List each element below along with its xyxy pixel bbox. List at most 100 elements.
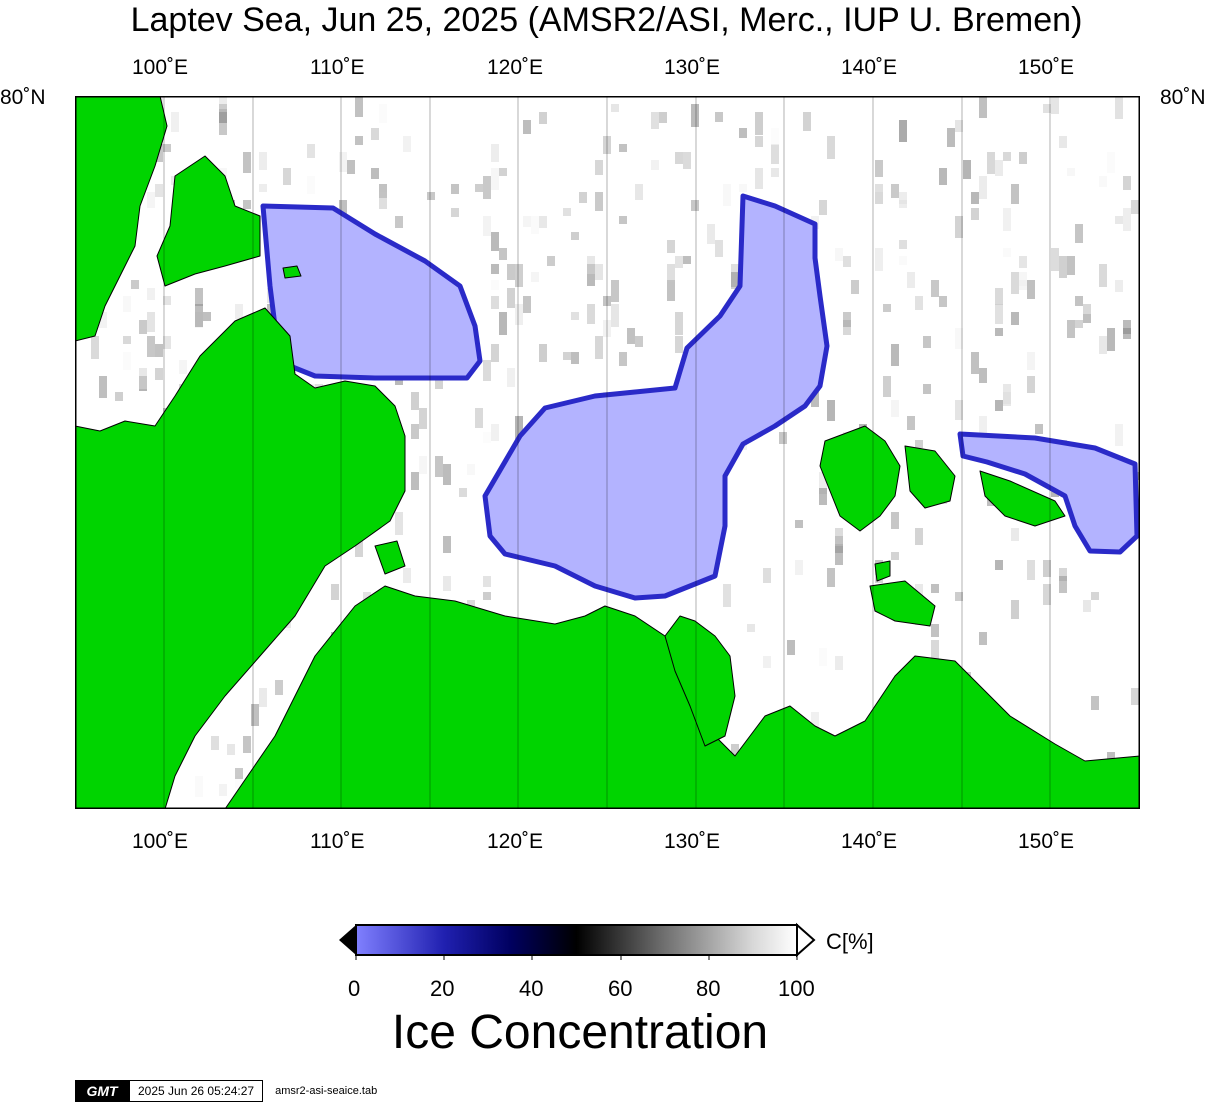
ice-texture-cell bbox=[411, 472, 419, 490]
bottom-lon-tick: 130˚E bbox=[664, 830, 721, 853]
ice-texture-cell bbox=[843, 256, 851, 267]
ice-texture-cell bbox=[443, 576, 451, 591]
ice-texture-cell bbox=[547, 256, 555, 266]
ice-texture-cell bbox=[219, 96, 227, 109]
ice-texture-cell bbox=[835, 656, 843, 670]
ice-texture-cell bbox=[1027, 352, 1035, 370]
open-water-central bbox=[482, 193, 830, 601]
ice-texture-cell bbox=[507, 288, 515, 308]
ice-texture-cell bbox=[307, 144, 315, 158]
ice-texture-cell bbox=[907, 416, 915, 430]
ice-texture-cell bbox=[571, 232, 579, 240]
ice-texture-cell bbox=[899, 240, 907, 249]
ice-texture-cell bbox=[99, 376, 107, 398]
ice-texture-cell bbox=[771, 168, 779, 177]
gmt-timestamp: 2025 Jun 26 05:24:27 bbox=[129, 1080, 264, 1102]
ice-texture-cell bbox=[971, 352, 979, 374]
ice-texture-cell bbox=[227, 744, 235, 755]
ice-texture-cell bbox=[595, 160, 603, 175]
ice-texture-cell bbox=[491, 232, 499, 251]
ice-texture-cell bbox=[899, 192, 907, 204]
ice-texture-cell bbox=[123, 336, 131, 344]
ice-texture-cell bbox=[499, 168, 507, 176]
ice-texture-cell bbox=[211, 736, 219, 750]
ice-texture-cell bbox=[243, 200, 251, 209]
sea-ice-map bbox=[75, 96, 1140, 809]
ice-texture-cell bbox=[147, 192, 155, 208]
ice-texture-cell bbox=[587, 264, 595, 286]
ice-texture-cell bbox=[675, 152, 683, 164]
ice-texture-cell bbox=[427, 192, 435, 200]
ice-texture-cell bbox=[955, 592, 963, 601]
ice-texture-cell bbox=[355, 136, 363, 145]
ice-texture-cell bbox=[1115, 280, 1123, 292]
ice-texture-cell bbox=[1083, 304, 1091, 314]
ice-texture-cell bbox=[539, 344, 547, 362]
ice-texture-cell bbox=[1051, 248, 1059, 271]
ice-texture-cell bbox=[395, 512, 403, 535]
ice-texture-cell bbox=[611, 104, 619, 112]
ice-texture-cell bbox=[1003, 152, 1011, 161]
colorbar-title: Ice Concentration bbox=[391, 1006, 769, 1059]
ice-texture-cell bbox=[131, 280, 139, 289]
ice-texture-cell bbox=[1035, 424, 1043, 434]
ice-texture-cell bbox=[1099, 264, 1107, 287]
ice-texture-cell bbox=[467, 600, 475, 609]
ice-texture-cell bbox=[723, 584, 731, 607]
ice-texture-cell bbox=[483, 216, 491, 236]
ice-texture-cell bbox=[355, 536, 363, 557]
bottom-lon-tick: 100˚E bbox=[132, 830, 189, 853]
ice-texture-cell bbox=[1107, 152, 1115, 173]
ice-texture-cell bbox=[619, 352, 627, 366]
ice-texture-cell bbox=[627, 328, 635, 344]
ice-texture-cell bbox=[1107, 752, 1115, 761]
ice-texture-cell bbox=[467, 464, 475, 475]
ice-texture-cell bbox=[923, 384, 931, 394]
ice-texture-cell bbox=[667, 280, 675, 301]
ice-texture-cell bbox=[667, 240, 675, 253]
ice-texture-cell bbox=[595, 264, 603, 280]
ice-texture-cell bbox=[451, 208, 459, 217]
ice-texture-cell bbox=[491, 424, 499, 441]
ice-texture-cell bbox=[1067, 256, 1075, 275]
ice-texture-cell bbox=[587, 304, 595, 324]
ice-texture-cell bbox=[611, 304, 619, 327]
ice-texture-cell bbox=[1091, 696, 1099, 710]
ice-texture-cell bbox=[955, 328, 963, 349]
ice-texture-cell bbox=[1027, 560, 1035, 580]
ice-texture-cell bbox=[163, 296, 171, 305]
ice-texture-cell bbox=[1115, 96, 1123, 119]
ice-texture-cell bbox=[843, 312, 851, 327]
ice-texture-cell bbox=[875, 248, 883, 271]
ice-texture-cell bbox=[475, 408, 483, 428]
colorbar-low-triangle bbox=[339, 925, 356, 955]
ice-texture-cell bbox=[731, 744, 739, 755]
ice-texture-cell bbox=[483, 432, 491, 443]
ice-texture-cell bbox=[995, 160, 1003, 176]
lat-label-left: 80˚N bbox=[0, 86, 46, 109]
ice-texture-cell bbox=[1115, 424, 1123, 446]
gmt-timestamp-block: GMT 2025 Jun 26 05:24:27 amsr2-asi-seaic… bbox=[75, 1080, 377, 1102]
ice-texture-cell bbox=[955, 120, 963, 132]
ice-texture-cell bbox=[931, 584, 939, 593]
ice-texture-cell bbox=[827, 568, 835, 587]
ice-texture-cell bbox=[995, 304, 1003, 324]
ice-texture-cell bbox=[723, 184, 731, 206]
ice-texture-cell bbox=[243, 736, 251, 753]
ice-texture-cell bbox=[179, 360, 187, 374]
ice-texture-cell bbox=[1027, 376, 1035, 393]
ice-texture-cell bbox=[1067, 320, 1075, 338]
ice-texture-cell bbox=[747, 624, 755, 632]
ice-texture-cell bbox=[651, 160, 659, 170]
top-lon-tick: 100˚E bbox=[132, 56, 189, 79]
ice-texture-cell bbox=[683, 152, 691, 169]
ice-texture-cell bbox=[731, 264, 739, 273]
ice-texture-cell bbox=[539, 216, 547, 228]
ice-texture-cell bbox=[483, 176, 491, 199]
ice-texture-cell bbox=[331, 584, 339, 600]
ice-texture-cell bbox=[155, 344, 163, 357]
ice-texture-cell bbox=[523, 120, 531, 134]
ice-texture-cell bbox=[571, 352, 579, 364]
bottom-lon-tick: 150˚E bbox=[1018, 830, 1075, 853]
ice-texture-cell bbox=[523, 216, 531, 227]
